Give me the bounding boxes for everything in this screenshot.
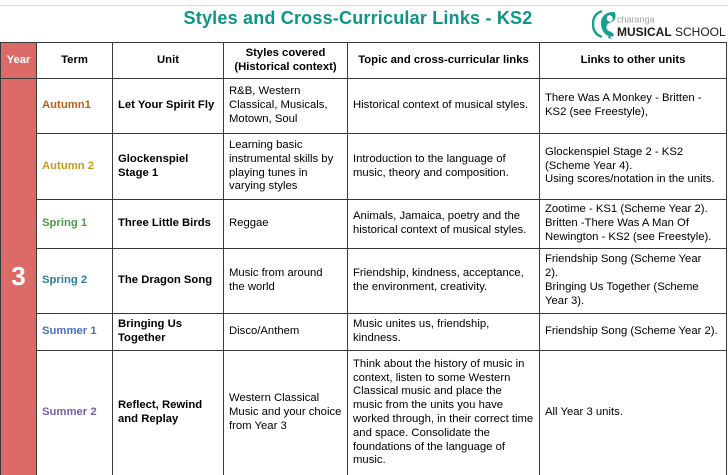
svg-text:MUSICAL SCHOOL: MUSICAL SCHOOL <box>617 25 726 39</box>
svg-text:charanga: charanga <box>617 15 655 25</box>
